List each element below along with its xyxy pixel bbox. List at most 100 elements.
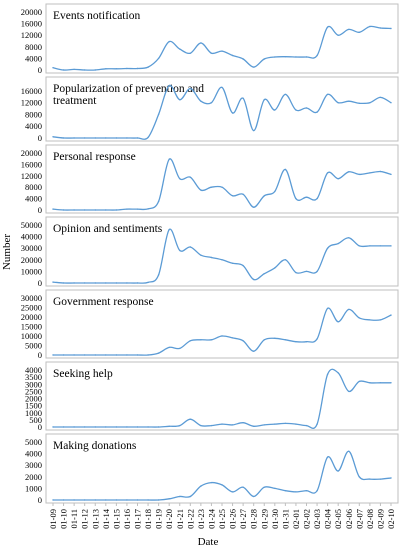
data-point — [84, 137, 85, 138]
x-tick-label: 01-10 — [59, 509, 69, 529]
data-point — [137, 282, 138, 283]
data-point — [116, 426, 117, 427]
data-point — [306, 490, 307, 491]
data-point — [390, 102, 391, 103]
data-point — [200, 42, 201, 43]
y-tick-label: 4000 — [25, 449, 42, 459]
data-point — [369, 26, 370, 27]
x-tick-label: 01-23 — [196, 509, 206, 529]
data-point — [316, 55, 317, 56]
panel-2: 0400080001200016000 Popularization of pre… — [21, 77, 398, 143]
data-point — [348, 237, 349, 238]
data-point — [327, 26, 328, 27]
data-point — [179, 425, 180, 426]
data-point — [84, 209, 85, 210]
data-point — [380, 171, 381, 172]
data-point — [84, 69, 85, 70]
data-point — [147, 66, 148, 67]
data-point — [179, 250, 180, 251]
x-tick-label: 01-14 — [101, 508, 111, 529]
data-point — [158, 114, 159, 115]
data-point — [327, 248, 328, 249]
data-point — [380, 478, 381, 479]
data-point — [105, 499, 106, 500]
data-point — [295, 109, 296, 110]
x-tick-label: 01-26 — [228, 509, 238, 529]
data-point — [316, 198, 317, 199]
data-point — [137, 68, 138, 69]
data-point — [126, 137, 127, 138]
data-point — [95, 354, 96, 355]
x-tick-label: 01-20 — [164, 509, 174, 529]
data-point — [338, 35, 339, 36]
data-point — [316, 490, 317, 491]
data-point — [95, 69, 96, 70]
x-tick-label: 02-02 — [302, 509, 312, 529]
y-tick-label: 30000 — [21, 243, 42, 253]
data-point — [369, 102, 370, 103]
data-point — [232, 263, 233, 264]
y-tick-label: 16000 — [21, 19, 42, 29]
data-point — [274, 338, 275, 339]
data-point — [105, 209, 106, 210]
data-point — [169, 85, 170, 86]
data-point — [242, 98, 243, 99]
data-point — [232, 112, 233, 113]
data-point — [369, 172, 370, 173]
data-point — [253, 66, 254, 67]
panel-3: 040008000120001600020000 Personal respons… — [21, 145, 398, 215]
data-point — [221, 87, 222, 88]
data-point — [147, 208, 148, 209]
data-point — [295, 341, 296, 342]
data-point — [306, 425, 307, 426]
data-point — [169, 498, 170, 499]
x-tick-label: 01-25 — [217, 509, 227, 529]
data-point — [126, 354, 127, 355]
data-point — [390, 174, 391, 175]
data-point — [380, 382, 381, 383]
x-tick-label: 01-18 — [143, 509, 153, 529]
data-point — [73, 499, 74, 500]
data-point — [126, 208, 127, 209]
data-point — [137, 354, 138, 355]
x-tick-label: 01-28 — [249, 509, 259, 529]
data-point — [242, 194, 243, 195]
x-tick-label: 02-10 — [386, 509, 396, 529]
data-point — [338, 243, 339, 244]
data-point — [116, 499, 117, 500]
y-tick-label: 1000 — [25, 483, 42, 493]
data-point — [285, 94, 286, 95]
data-point — [200, 339, 201, 340]
data-point — [169, 426, 170, 427]
data-point — [338, 321, 339, 322]
data-point — [52, 499, 53, 500]
data-point — [359, 32, 360, 33]
data-point — [95, 137, 96, 138]
x-axis: 01-09 01-10 01-11 01-12 01-13 01-14 01-15 01-16… — [48, 503, 396, 529]
data-point — [200, 425, 201, 426]
y-tick-label: 0 — [38, 350, 42, 360]
data-point — [52, 354, 53, 355]
x-axis-title: Date — [198, 536, 219, 548]
y-tick-label: 12000 — [21, 30, 42, 40]
data-point — [73, 69, 74, 70]
y-tick-label: 16000 — [21, 86, 42, 96]
y-tick-label: 30000 — [21, 293, 42, 303]
data-point — [179, 99, 180, 100]
data-point — [116, 209, 117, 210]
data-point — [348, 391, 349, 392]
data-point — [126, 499, 127, 500]
data-point — [200, 485, 201, 486]
y-tick-label: 0 — [38, 133, 42, 143]
data-point — [295, 491, 296, 492]
data-point — [200, 189, 201, 190]
data-point — [73, 137, 74, 138]
x-tick-label: 01-24 — [206, 508, 216, 529]
y-tick-label: 0 — [38, 278, 42, 288]
data-point — [221, 423, 222, 424]
data-point — [147, 499, 148, 500]
data-point — [285, 423, 286, 424]
data-point — [221, 259, 222, 260]
data-point — [52, 208, 53, 209]
